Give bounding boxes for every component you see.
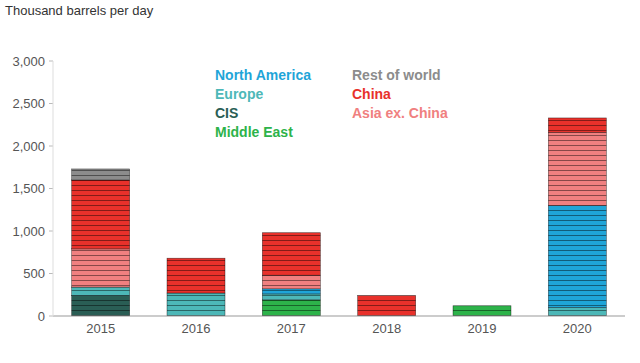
bar-texture (453, 306, 511, 316)
x-tick-label: 2017 (277, 321, 306, 336)
bar-texture (548, 308, 606, 317)
y-tick (49, 188, 53, 189)
bar-texture (72, 287, 130, 296)
bar-segment (262, 233, 320, 276)
bar-segment (167, 293, 225, 316)
bar-segment (548, 132, 606, 205)
legend-entry: Rest of world (352, 67, 441, 83)
y-tick-label: 1,000 (12, 224, 45, 239)
y-tick-label: 1,500 (12, 181, 45, 196)
bar-texture (548, 206, 606, 308)
bar-segment (262, 294, 320, 300)
bar-texture (548, 118, 606, 132)
legend-entry: North America (215, 67, 311, 83)
y-tick-label: 0 (38, 309, 45, 324)
bar-segment (358, 296, 416, 316)
y-tick (49, 61, 53, 62)
y-tick (49, 103, 53, 104)
bar-texture (358, 296, 416, 316)
bar-texture (548, 132, 606, 205)
x-tick-label: 2019 (468, 321, 497, 336)
bar-texture (72, 296, 130, 316)
bar-texture (262, 294, 320, 300)
bar-segment (72, 249, 130, 287)
y-tick-label: 2,000 (12, 139, 45, 154)
x-tick-label: 2016 (182, 321, 211, 336)
bar-segment (548, 206, 606, 308)
legend-entry: Europe (215, 86, 263, 102)
y-tick-label: 500 (23, 266, 45, 281)
bar-texture (262, 289, 320, 294)
bar-segment (262, 300, 320, 316)
bar-texture (262, 300, 320, 316)
bar-texture (167, 258, 225, 293)
bar-texture (72, 180, 130, 249)
bar-segment (262, 275, 320, 289)
bar-segment (72, 296, 130, 316)
y-axis (53, 61, 54, 316)
bar-segment (548, 118, 606, 132)
x-tick-label: 2015 (86, 321, 115, 336)
bar-segment (72, 180, 130, 249)
y-tick (49, 273, 53, 274)
chart: Thousand barrels per day 0 500 1,000 1,500 2,… (0, 0, 640, 363)
legend-entry: CIS (215, 105, 238, 121)
bar-segment (262, 289, 320, 294)
legend-entry: Middle East (215, 124, 293, 140)
y-tick (49, 316, 53, 317)
legend-entry: Asia ex. China (352, 105, 448, 121)
bar-texture (72, 249, 130, 287)
bar-texture (262, 275, 320, 289)
bar-segment (167, 258, 225, 293)
bars (72, 118, 607, 316)
x-axis (53, 316, 625, 317)
bar-texture (262, 233, 320, 276)
y-tick (49, 231, 53, 232)
bar-segment (548, 308, 606, 317)
y-tick-label: 3,000 (12, 54, 45, 69)
bar-texture (167, 293, 225, 316)
bar-segment (72, 169, 130, 180)
y-axis-label: Thousand barrels per day (5, 3, 154, 18)
x-tick-label: 2020 (563, 321, 592, 336)
bar-texture (72, 169, 130, 180)
y-tick-label: 2,500 (12, 96, 45, 111)
bar-segment (453, 306, 511, 316)
x-tick-label: 2018 (372, 321, 401, 336)
legend-entry: China (352, 86, 391, 102)
y-tick (49, 146, 53, 147)
bar-segment (72, 287, 130, 296)
